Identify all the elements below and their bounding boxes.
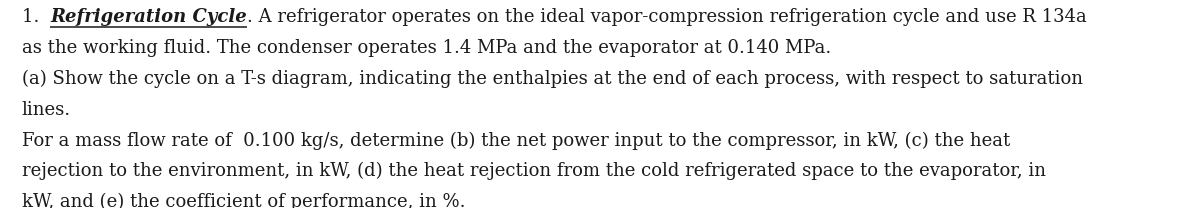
Text: (a) Show the cycle on a T-s diagram, indicating the enthalpies at the end of eac: (a) Show the cycle on a T-s diagram, ind… (22, 70, 1082, 88)
Text: 1.: 1. (22, 8, 50, 26)
Text: as the working fluid. The condenser operates 1.4 MPa and the evaporator at 0.140: as the working fluid. The condenser oper… (22, 39, 830, 57)
Text: rejection to the environment, in kW, (d) the heat rejection from the cold refrig: rejection to the environment, in kW, (d)… (22, 162, 1045, 181)
Text: . A refrigerator operates on the ideal vapor-compression refrigeration cycle and: . A refrigerator operates on the ideal v… (247, 8, 1087, 26)
Text: lines.: lines. (22, 101, 71, 119)
Text: kW, and (e) the coefficient of performance, in %.: kW, and (e) the coefficient of performan… (22, 193, 466, 208)
Text: For a mass flow rate of  0.100 kg/s, determine (b) the net power input to the co: For a mass flow rate of 0.100 kg/s, dete… (22, 131, 1010, 150)
Text: Refrigeration Cycle: Refrigeration Cycle (50, 8, 247, 26)
